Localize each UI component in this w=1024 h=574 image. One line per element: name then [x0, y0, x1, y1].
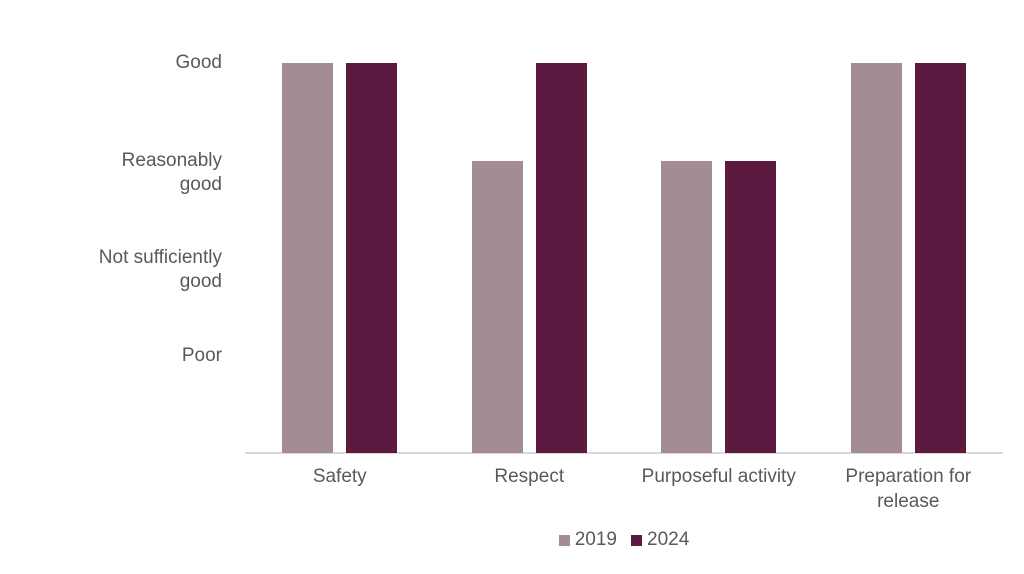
bar-purposeful-activity-2019 — [661, 160, 713, 453]
bar-safety-2019 — [282, 63, 334, 453]
x-axis-line — [245, 452, 1003, 454]
bar-respect-2019 — [471, 160, 523, 453]
legend-swatch-2019 — [558, 534, 570, 546]
y-tick-label-not-sufficiently-good: Not sufficiently good — [98, 247, 222, 292]
x-category-label-preparation-for-release: Preparation for release — [845, 466, 972, 512]
x-category-label-purposeful-activity: Purposeful activity — [641, 466, 796, 487]
bar-safety-2024 — [346, 63, 398, 453]
x-category-label-safety: Safety — [312, 466, 367, 487]
bar-preparation-for-release-2024 — [914, 63, 966, 453]
x-category-label-respect: Respect — [494, 466, 565, 487]
legend: 2019 2024 — [245, 529, 1003, 551]
y-tick-label-poor: Poor — [181, 344, 222, 366]
y-tick-label-good: Good — [175, 52, 222, 73]
legend-label-2024: 2024 — [647, 529, 690, 550]
bar-purposeful-activity-2024 — [725, 160, 777, 453]
legend-item-2019: 2019 — [558, 529, 617, 551]
bar-preparation-for-release-2019 — [850, 63, 902, 453]
y-tick-label-reasonably-good: Reasonably good — [121, 149, 222, 195]
bar-respect-2024 — [535, 63, 587, 453]
legend-item-2024: 2024 — [631, 529, 689, 551]
legend-label-2019: 2019 — [574, 529, 617, 550]
legend-swatch-2024 — [631, 534, 642, 546]
